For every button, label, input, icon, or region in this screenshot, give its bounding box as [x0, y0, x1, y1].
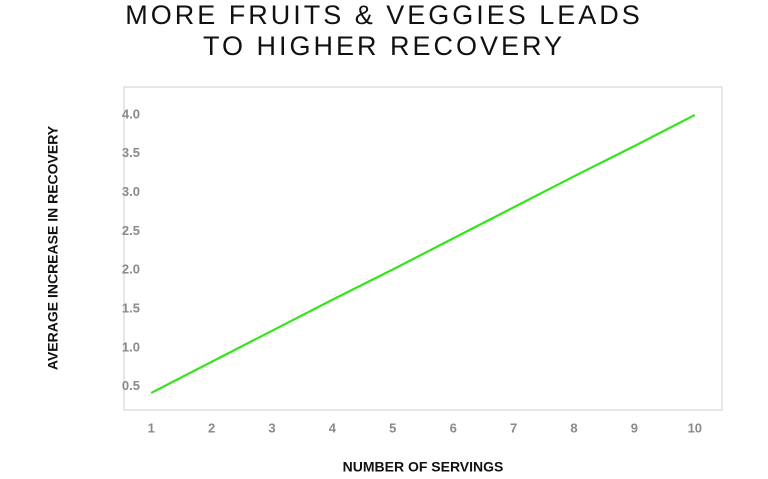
x-tick-label: 10	[688, 420, 702, 435]
chart-title: TO HIGHER RECOVERY	[203, 31, 565, 61]
x-tick-label: 6	[450, 420, 457, 435]
x-axis-label: NUMBER OF SERVINGS	[343, 459, 504, 475]
x-tick-label: 1	[148, 420, 155, 435]
x-tick-label: 9	[631, 420, 638, 435]
y-tick-label: 3.0	[122, 184, 140, 199]
x-tick-label: 7	[510, 420, 517, 435]
data-line	[150, 113, 696, 394]
y-tick-label: 1.0	[122, 339, 140, 354]
x-tick-label: 5	[389, 420, 396, 435]
y-tick-label: 3.5	[122, 145, 140, 160]
y-axis-label: AVERAGE INCREASE IN RECOVERY	[45, 125, 61, 370]
chart-title: MORE FRUITS & VEGGIES LEADS	[125, 0, 643, 30]
x-tick-label: 3	[268, 420, 275, 435]
y-tick-label: 0.5	[122, 378, 140, 393]
y-tick-label: 2.0	[122, 262, 140, 277]
x-tick-label: 4	[329, 420, 337, 435]
y-tick-label: 2.5	[122, 223, 140, 238]
y-tick-label: 1.5	[122, 301, 140, 316]
y-tick-label: 4.0	[122, 106, 140, 121]
plot-frame	[123, 86, 723, 411]
x-tick-label: 8	[570, 420, 577, 435]
x-tick-label: 2	[208, 420, 215, 435]
